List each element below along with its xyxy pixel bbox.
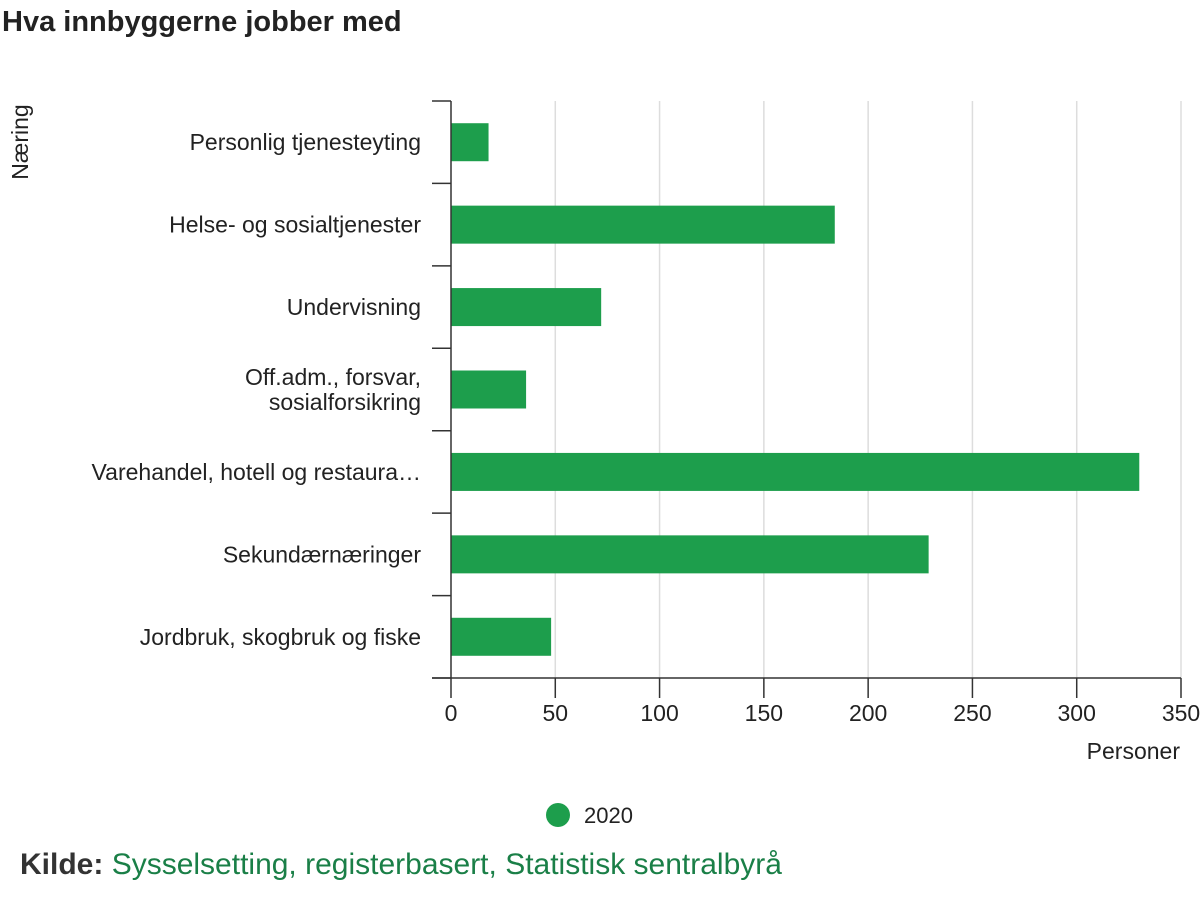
legend-marker-2020	[546, 803, 570, 827]
category-label: Helse- og sosialtjenester	[169, 212, 421, 238]
y-axis-title: Næring	[7, 104, 33, 179]
category-labels: Personlig tjenesteyting Helse- og sosialt…	[92, 129, 422, 650]
x-tick-label: 350	[1162, 700, 1200, 726]
category-label: sosialforsikring	[269, 389, 421, 415]
bar[interactable]	[451, 205, 835, 244]
bar[interactable]	[451, 452, 1140, 491]
x-tick-label: 50	[542, 700, 568, 726]
bars	[451, 123, 1140, 656]
source-label: Kilde:	[20, 848, 104, 881]
category-label: Undervisning	[287, 294, 421, 320]
x-tick-label: 300	[1058, 700, 1096, 726]
bar[interactable]	[451, 370, 527, 409]
category-label: Varehandel, hotell og restaura…	[92, 459, 421, 485]
category-label: Sekundærnæringer	[223, 541, 422, 567]
bar[interactable]	[451, 123, 489, 162]
x-tick-label: 200	[849, 700, 887, 726]
category-label: Personlig tjenesteyting	[190, 129, 421, 155]
bar[interactable]	[451, 288, 602, 327]
x-tick-label: 100	[640, 700, 678, 726]
x-tick-label: 0	[445, 700, 458, 726]
legend[interactable]: 2020	[546, 803, 633, 828]
category-label: Jordbruk, skogbruk og fiske	[140, 624, 421, 650]
x-tick-labels: 0 50 100 150 200 250 300 350	[445, 700, 1200, 726]
bar[interactable]	[451, 535, 929, 574]
x-tick-label: 250	[953, 700, 991, 726]
chart-title: Hva innbyggerne jobber med	[2, 6, 402, 38]
x-axis-title: Personer	[1087, 738, 1181, 764]
source-line: Kilde: Sysselsetting, registerbasert, St…	[20, 848, 782, 882]
source-link[interactable]: Sysselsetting, registerbasert, Statistis…	[111, 848, 782, 881]
legend-label-2020: 2020	[584, 803, 633, 828]
x-tick-label: 150	[745, 700, 783, 726]
gridlines	[554, 101, 1182, 678]
axes	[432, 100, 1182, 698]
category-label: Off.adm., forsvar,	[245, 364, 421, 390]
bar[interactable]	[451, 617, 552, 656]
